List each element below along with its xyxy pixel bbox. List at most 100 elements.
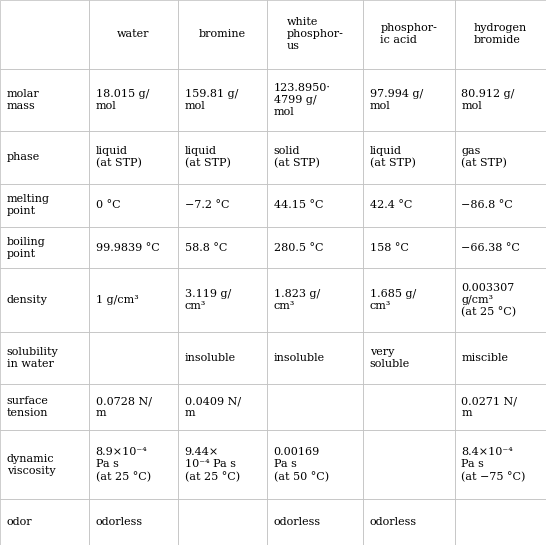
Text: 123.8950·
4799 g/
mol: 123.8950· 4799 g/ mol — [274, 83, 330, 117]
Text: 159.81 g/
mol: 159.81 g/ mol — [185, 89, 238, 111]
Text: 97.994 g/
mol: 97.994 g/ mol — [370, 89, 423, 111]
Text: −86.8 °C: −86.8 °C — [461, 200, 513, 210]
Text: solid
(at STP): solid (at STP) — [274, 146, 319, 168]
Bar — [267, 184, 363, 227]
Text: 8.4×10⁻⁴
Pa s
(at −75 °C): 8.4×10⁻⁴ Pa s (at −75 °C) — [461, 447, 526, 482]
Bar — [0, 69, 89, 131]
Bar — [363, 69, 455, 131]
Bar — [89, 131, 178, 184]
Bar — [363, 332, 455, 384]
Text: 0.0409 N/
m: 0.0409 N/ m — [185, 396, 241, 419]
Text: odor: odor — [7, 517, 32, 527]
Text: very
soluble: very soluble — [370, 347, 410, 369]
Text: 58.8 °C: 58.8 °C — [185, 243, 227, 253]
Text: melting
point: melting point — [7, 194, 50, 216]
Bar — [0, 430, 89, 499]
Text: liquid
(at STP): liquid (at STP) — [96, 146, 141, 168]
Bar — [0, 184, 89, 227]
Bar — [0, 0, 89, 69]
Text: 280.5 °C: 280.5 °C — [274, 243, 323, 253]
Bar — [89, 0, 178, 69]
Text: 42.4 °C: 42.4 °C — [370, 200, 412, 210]
Bar — [178, 499, 267, 545]
Text: 0 °C: 0 °C — [96, 200, 120, 210]
Bar — [89, 69, 178, 131]
Bar — [267, 0, 363, 69]
Bar — [178, 430, 267, 499]
Bar — [363, 131, 455, 184]
Text: 44.15 °C: 44.15 °C — [274, 200, 323, 210]
Bar — [0, 268, 89, 332]
Bar — [363, 227, 455, 268]
Bar — [0, 227, 89, 268]
Text: bromine: bromine — [199, 29, 246, 39]
Bar — [178, 0, 267, 69]
Text: phosphor-
ic acid: phosphor- ic acid — [381, 23, 437, 45]
Text: gas
(at STP): gas (at STP) — [461, 146, 507, 168]
Text: 1 g/cm³: 1 g/cm³ — [96, 295, 138, 305]
Text: density: density — [7, 295, 48, 305]
Text: 99.9839 °C: 99.9839 °C — [96, 243, 159, 253]
Text: 0.00169
Pa s
(at 50 °C): 0.00169 Pa s (at 50 °C) — [274, 447, 329, 482]
Bar — [455, 69, 546, 131]
Bar — [89, 268, 178, 332]
Text: water: water — [117, 29, 150, 39]
Text: molar
mass: molar mass — [7, 89, 39, 111]
Bar — [178, 227, 267, 268]
Bar — [0, 384, 89, 430]
Text: white
phosphor-
us: white phosphor- us — [287, 17, 343, 51]
Bar — [0, 499, 89, 545]
Bar — [363, 430, 455, 499]
Bar — [178, 268, 267, 332]
Bar — [0, 332, 89, 384]
Text: 18.015 g/
mol: 18.015 g/ mol — [96, 89, 149, 111]
Text: −66.38 °C: −66.38 °C — [461, 243, 520, 253]
Text: miscible: miscible — [461, 353, 508, 363]
Text: solubility
in water: solubility in water — [7, 347, 58, 369]
Bar — [267, 69, 363, 131]
Text: 0.0728 N/
m: 0.0728 N/ m — [96, 396, 152, 419]
Text: 158 °C: 158 °C — [370, 243, 408, 253]
Text: 0.003307
g/cm³
(at 25 °C): 0.003307 g/cm³ (at 25 °C) — [461, 283, 517, 318]
Text: 0.0271 N/
m: 0.0271 N/ m — [461, 396, 517, 419]
Bar — [363, 0, 455, 69]
Bar — [0, 131, 89, 184]
Bar — [455, 0, 546, 69]
Bar — [455, 332, 546, 384]
Bar — [363, 499, 455, 545]
Text: 3.119 g/
cm³: 3.119 g/ cm³ — [185, 289, 231, 311]
Bar — [267, 227, 363, 268]
Text: 8.9×10⁻⁴
Pa s
(at 25 °C): 8.9×10⁻⁴ Pa s (at 25 °C) — [96, 447, 151, 482]
Text: 1.685 g/
cm³: 1.685 g/ cm³ — [370, 289, 416, 311]
Text: liquid
(at STP): liquid (at STP) — [185, 146, 230, 168]
Bar — [267, 131, 363, 184]
Bar — [89, 332, 178, 384]
Bar — [363, 384, 455, 430]
Bar — [89, 499, 178, 545]
Text: boiling
point: boiling point — [7, 237, 45, 259]
Bar — [89, 227, 178, 268]
Bar — [267, 499, 363, 545]
Bar — [178, 384, 267, 430]
Text: phase: phase — [7, 153, 40, 162]
Bar — [267, 430, 363, 499]
Bar — [363, 268, 455, 332]
Bar — [455, 227, 546, 268]
Text: 9.44×
10⁻⁴ Pa s
(at 25 °C): 9.44× 10⁻⁴ Pa s (at 25 °C) — [185, 447, 240, 482]
Bar — [89, 430, 178, 499]
Bar — [178, 69, 267, 131]
Bar — [455, 268, 546, 332]
Bar — [455, 430, 546, 499]
Bar — [363, 184, 455, 227]
Bar — [178, 131, 267, 184]
Text: odorless: odorless — [96, 517, 143, 527]
Text: hydrogen
bromide: hydrogen bromide — [474, 23, 527, 45]
Bar — [178, 184, 267, 227]
Text: surface
tension: surface tension — [7, 396, 49, 419]
Bar — [455, 184, 546, 227]
Text: −7.2 °C: −7.2 °C — [185, 200, 229, 210]
Text: odorless: odorless — [370, 517, 417, 527]
Text: 80.912 g/
mol: 80.912 g/ mol — [461, 89, 514, 111]
Bar — [455, 499, 546, 545]
Bar — [267, 384, 363, 430]
